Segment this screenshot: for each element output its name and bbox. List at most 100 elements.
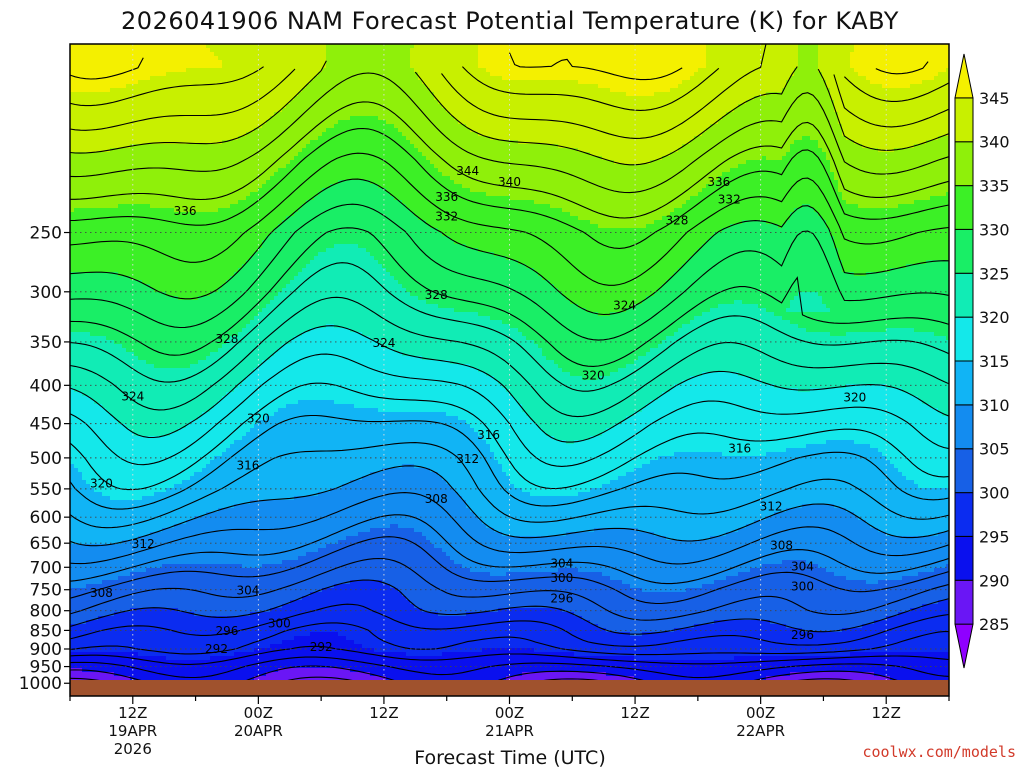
- contour-label: 344: [456, 164, 479, 178]
- x-tick-label: 12Z: [118, 704, 147, 722]
- contour-label: 316: [477, 428, 500, 442]
- contour-label: 332: [435, 210, 458, 224]
- contour-label: 304: [236, 584, 259, 598]
- contour-316: [70, 382, 949, 491]
- contour-340: [70, 60, 949, 166]
- y-tick-label: 700: [30, 558, 62, 578]
- contour-324: [70, 262, 949, 392]
- x-tick-label: 21APR: [485, 722, 534, 740]
- theta-contour-lines: [70, 44, 949, 696]
- colorbar-label: 340: [979, 133, 1010, 152]
- y-tick-label: 650: [30, 534, 62, 554]
- contour-310: [70, 465, 949, 547]
- y-tick-label: 950: [30, 658, 62, 678]
- colorbar-label: 285: [979, 615, 1010, 634]
- contour-346: [70, 52, 929, 81]
- contour-label: 292: [205, 642, 228, 656]
- colorbar-label: 330: [979, 220, 1010, 239]
- y-tick-label: 300: [30, 283, 62, 303]
- colorbar-label: 335: [979, 177, 1010, 196]
- colorbar-label: 310: [979, 396, 1010, 415]
- contour-label: 308: [90, 586, 113, 600]
- contour-label: 308: [770, 539, 793, 553]
- x-tick-label: 12Z: [620, 704, 649, 722]
- contour-label: 328: [425, 288, 448, 302]
- colorbar-segment: [954, 97, 974, 143]
- colorbar-segment: [954, 316, 974, 362]
- x-tick-label: 22APR: [736, 722, 785, 740]
- y-tick-label: 850: [30, 621, 62, 641]
- contour-318: [70, 353, 949, 467]
- y-tick-label: 800: [30, 602, 62, 622]
- contour-328: [70, 203, 949, 341]
- colorbar-segment: [954, 404, 974, 450]
- contour-label: 300: [550, 571, 573, 585]
- contour-label: 328: [665, 214, 688, 228]
- contour-label: 320: [90, 477, 113, 491]
- colorbar-segment: [954, 228, 974, 274]
- colorbar-segment: [954, 492, 974, 537]
- contour-label: 300: [791, 580, 814, 594]
- colorbar-segment: [954, 141, 974, 187]
- contour-label: 292: [310, 640, 333, 654]
- contour-344: [70, 66, 949, 111]
- credit-link[interactable]: coolwx.com/models: [862, 743, 1016, 761]
- y-tick-label: 250: [30, 224, 62, 244]
- contour-label: 336: [707, 175, 730, 189]
- contour-label: 328: [216, 332, 239, 346]
- contour-label: 332: [718, 193, 741, 207]
- colorbar-segment: [954, 53, 974, 99]
- contour-label: 296: [791, 628, 814, 642]
- colorbar-segment: [954, 360, 974, 406]
- ground-surface: [70, 680, 949, 696]
- y-tick-label: 400: [30, 376, 62, 396]
- x-tick-label: 2026: [114, 740, 152, 758]
- contour-label: 304: [791, 559, 814, 573]
- contour-334: [70, 127, 949, 249]
- colorbar-label: 305: [979, 440, 1010, 459]
- contour-labels: 344 340 336 336 336 332 332 328 328 324 328 324 320 3…: [90, 164, 866, 656]
- x-axis-label: Forecast Time (UTC): [414, 747, 605, 768]
- contour-302: [70, 557, 949, 621]
- contour-label: 336: [174, 204, 197, 218]
- contour-label: 340: [498, 175, 521, 189]
- colorbar-label: 300: [979, 484, 1010, 503]
- colorbar-segment: [954, 272, 974, 318]
- y-tick-label: 1000: [19, 674, 62, 694]
- contour-label: 296: [550, 591, 573, 605]
- contour-330: [70, 178, 949, 316]
- contour-label: 320: [582, 368, 605, 382]
- colorbar-label: 290: [979, 571, 1010, 590]
- contour-296: [70, 622, 949, 656]
- y-tick-label: 550: [30, 480, 62, 500]
- contour-label: 308: [425, 492, 448, 506]
- contour-label: 320: [843, 390, 866, 404]
- contour-326: [70, 227, 949, 367]
- contour-label: 300: [268, 616, 291, 630]
- y-tick-label: 450: [30, 415, 62, 435]
- contour-label: 316: [728, 442, 751, 456]
- x-tick-label: 00Z: [746, 704, 775, 722]
- contour-label: 312: [760, 500, 783, 514]
- contour-label: 324: [121, 390, 144, 404]
- contour-320: [70, 325, 949, 443]
- contour-label: 336: [435, 190, 458, 204]
- colorbar-label: 315: [979, 352, 1010, 371]
- colorbar-segment: [954, 185, 974, 230]
- colorbar-segment: [954, 448, 974, 494]
- contour-label: 320: [247, 412, 270, 426]
- contour-312: [70, 442, 949, 529]
- contour-306: [70, 514, 949, 585]
- grid-lines: [70, 44, 949, 696]
- y-axis: 2503003504004505005506006507007508008509…: [19, 224, 70, 694]
- x-tick-label: 00Z: [495, 704, 524, 722]
- contour-label: 324: [613, 299, 636, 313]
- colorbar-segment: [954, 535, 974, 581]
- colorbar-label: 320: [979, 308, 1010, 327]
- colorbar-segment: [954, 579, 974, 625]
- contour-label: 324: [372, 336, 395, 350]
- contour-label: 304: [550, 557, 573, 571]
- plot-area: [70, 44, 949, 696]
